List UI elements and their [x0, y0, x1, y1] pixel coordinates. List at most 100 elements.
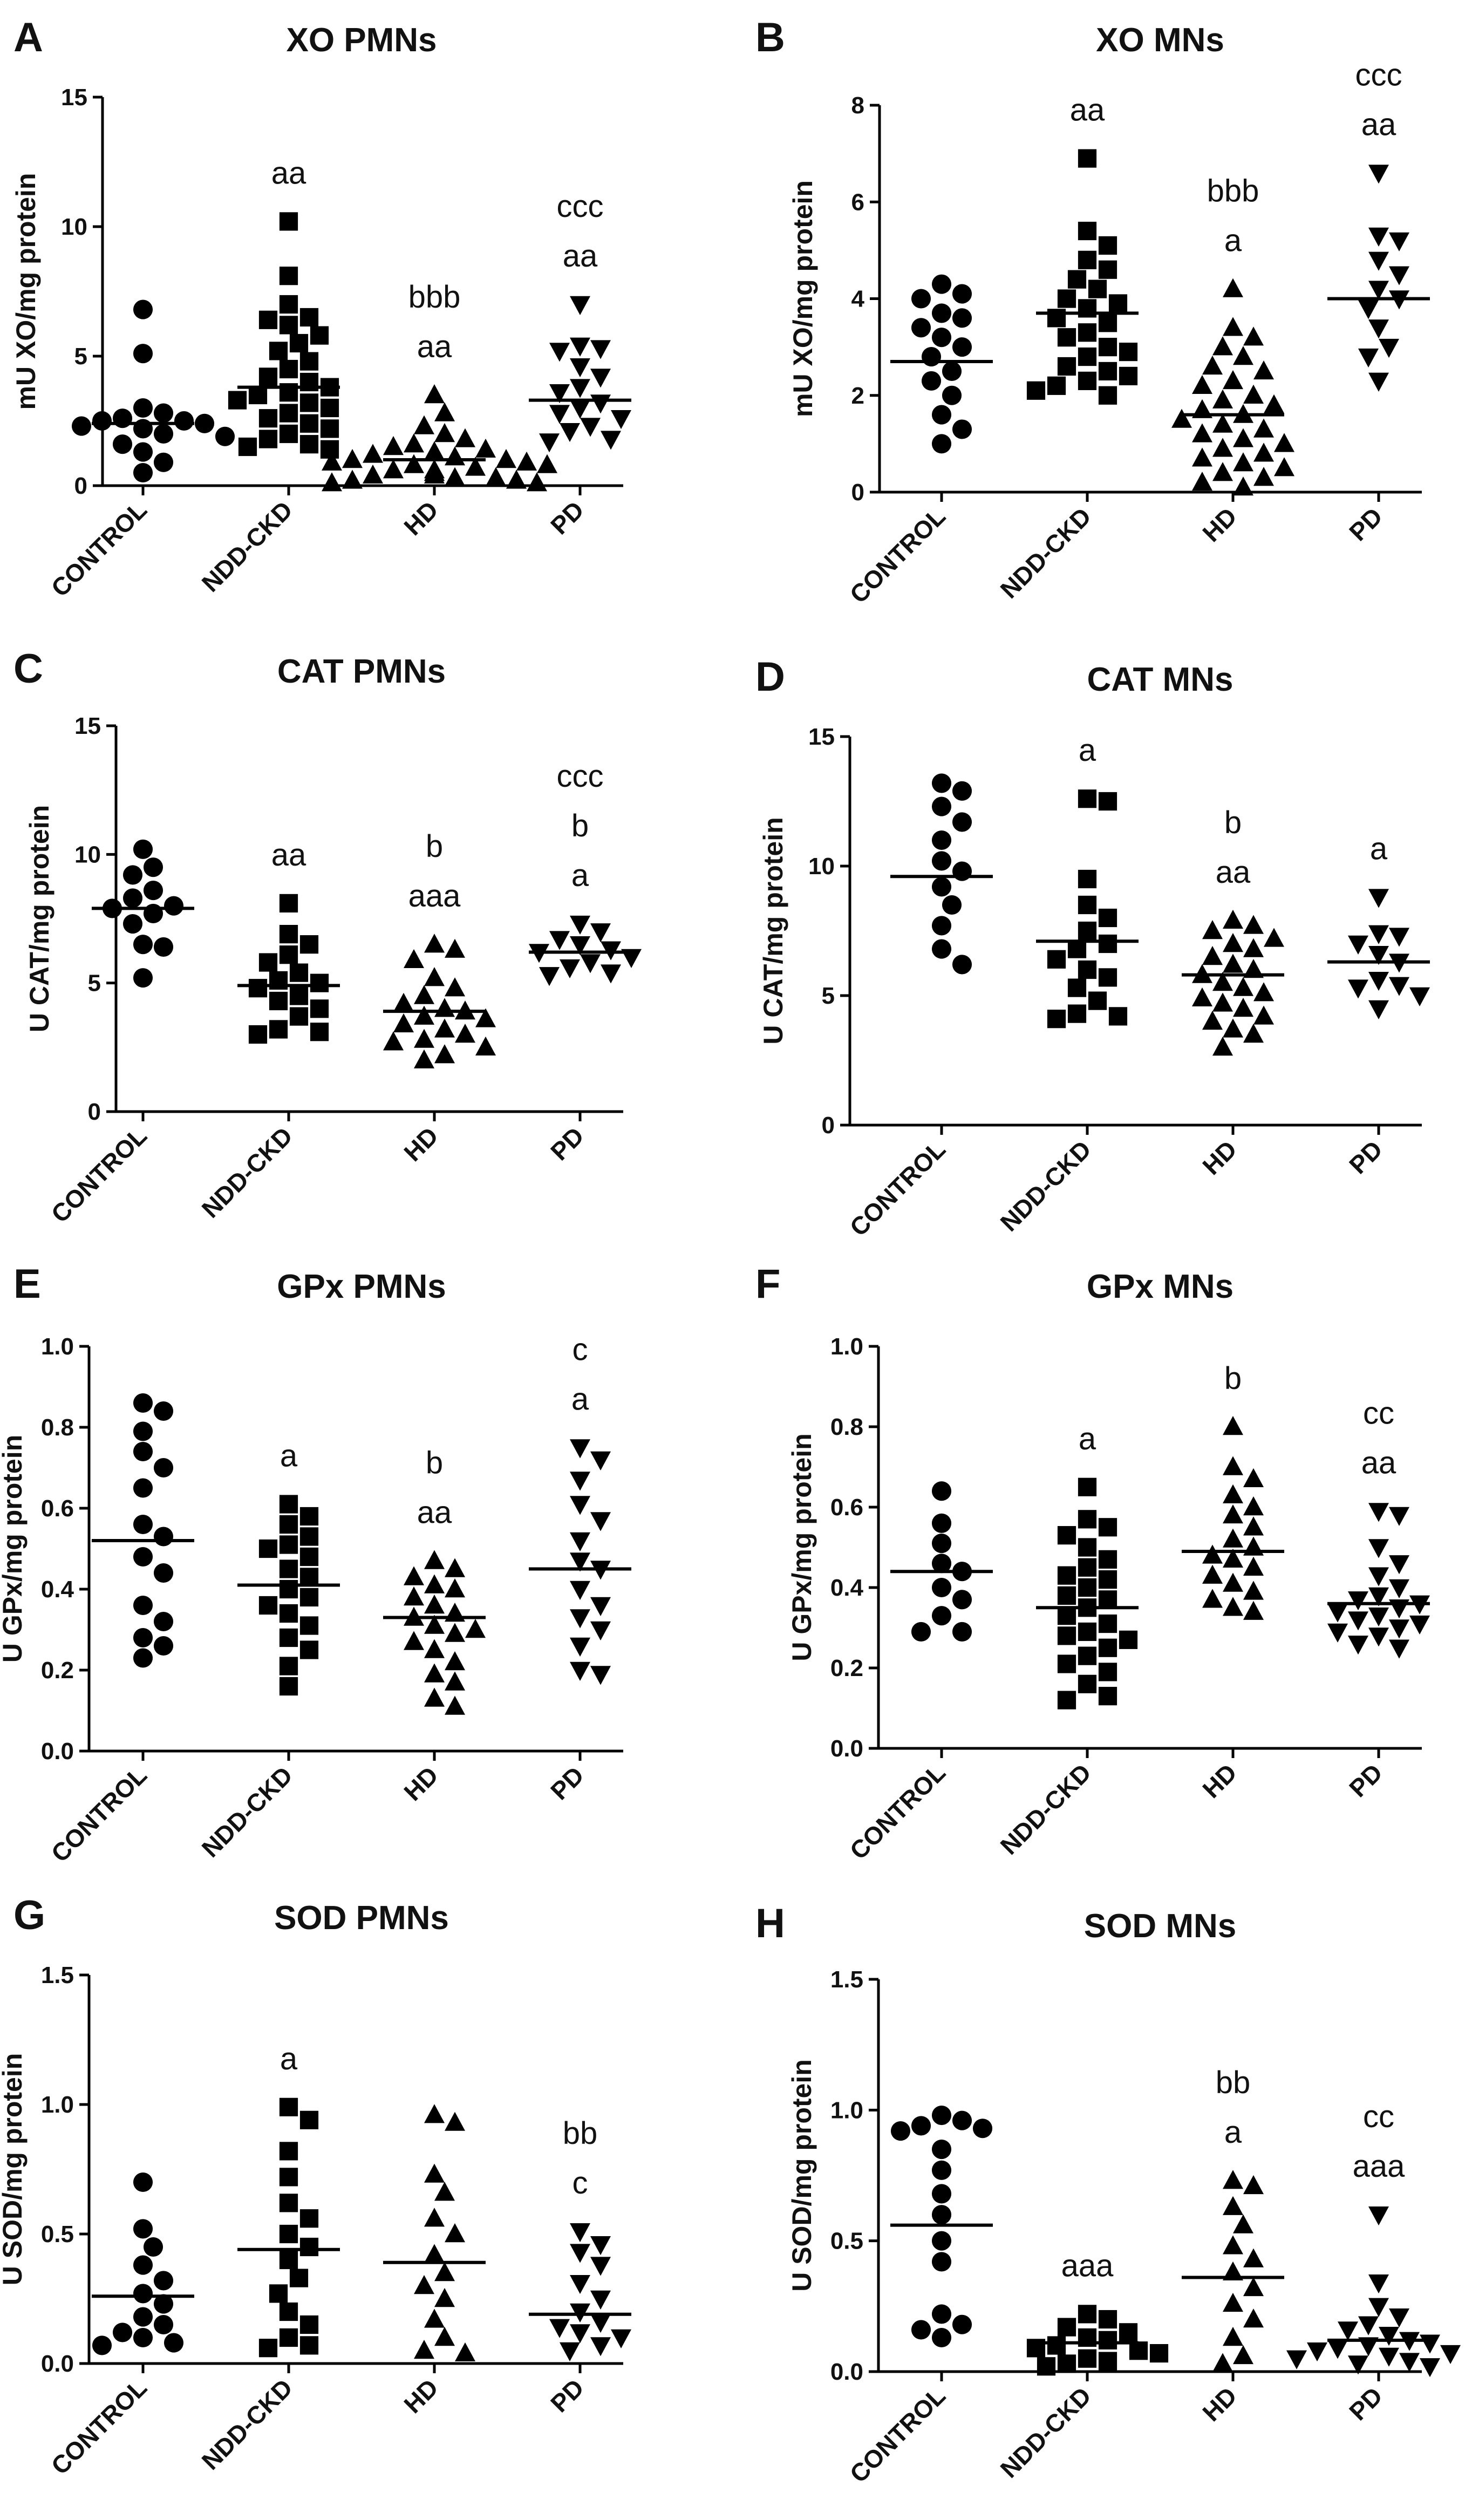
x-tick-label: PD [1344, 1135, 1388, 1179]
data-point [299, 1527, 319, 1546]
data-point [1368, 372, 1389, 392]
y-tick-label: 0.5 [830, 2228, 863, 2255]
data-point [143, 903, 163, 924]
data-point [248, 385, 268, 405]
data-point [1067, 270, 1087, 289]
data-point [1223, 1504, 1243, 1524]
data-point [445, 1558, 465, 1577]
data-point [299, 435, 319, 454]
significance-label: c [573, 2165, 588, 2201]
data-point [1202, 1011, 1223, 1030]
y-axis-label: U CAT/mg protein [24, 805, 54, 1032]
data-point [279, 1604, 298, 1623]
y-axis-label: U GPx/mg protein [787, 1433, 817, 1661]
data-point [299, 2336, 319, 2355]
data-point [1243, 1516, 1264, 1536]
data-point [133, 2284, 153, 2304]
data-point [1358, 300, 1379, 319]
data-point [1440, 2345, 1461, 2365]
data-point [1368, 2274, 1389, 2294]
y-axis-label: mU XO/mg protein [11, 173, 41, 410]
data-point [1078, 789, 1097, 808]
significance-label: aa [271, 837, 306, 873]
data-point [590, 1512, 611, 1531]
data-point [942, 385, 962, 405]
data-point [133, 1421, 153, 1441]
data-point [952, 284, 972, 304]
data-point [1119, 2323, 1138, 2342]
data-point [112, 434, 133, 454]
data-point [279, 2328, 298, 2347]
data-point [549, 343, 570, 362]
data-point [153, 2271, 174, 2291]
y-tick-label: 0.6 [41, 1495, 74, 1522]
data-point [424, 441, 445, 460]
data-point [590, 1621, 611, 1640]
y-tick-label: 0.5 [41, 2221, 74, 2247]
y-tick-label: 1.0 [830, 2097, 863, 2123]
data-point [921, 347, 942, 367]
y-tick-label: 15 [808, 724, 835, 750]
significance-label: aa [1070, 93, 1105, 128]
data-point [1098, 260, 1117, 279]
data-point [1420, 2334, 1440, 2354]
data-point [1047, 376, 1066, 395]
data-point [1098, 2310, 1117, 2329]
data-point [1368, 946, 1389, 965]
data-point [931, 877, 952, 897]
data-point [1098, 1638, 1117, 1657]
significance-label: bb [1216, 2065, 1251, 2100]
data-point [1078, 299, 1097, 318]
data-point [1202, 1544, 1223, 1564]
data-point [1202, 946, 1223, 965]
data-point [465, 457, 486, 476]
data-point [1233, 476, 1253, 496]
significance-label: aa [1216, 855, 1251, 890]
data-point [289, 333, 309, 353]
data-point [455, 428, 475, 447]
data-point [153, 424, 174, 444]
x-tick-label: NDD-CKD [995, 1758, 1097, 1860]
y-tick-label: 0.2 [41, 1657, 74, 1684]
x-tick-label: HD [1197, 1758, 1242, 1803]
y-tick-label: 0.0 [830, 1735, 863, 1762]
data-point [1274, 433, 1294, 452]
data-point [931, 1513, 952, 1533]
data-point [445, 1578, 465, 1598]
data-point [590, 369, 611, 388]
x-tick-label: CONTROL [45, 1121, 152, 1228]
data-point [1368, 925, 1389, 944]
data-point [931, 2304, 952, 2324]
data-point [238, 437, 257, 457]
data-point [931, 1481, 952, 1501]
data-point [590, 2314, 611, 2333]
data-point [133, 2219, 153, 2239]
data-point [153, 1563, 174, 1583]
y-axis-label: U CAT/mg protein [758, 817, 788, 1044]
data-point [1223, 909, 1243, 929]
data-point [258, 2339, 278, 2358]
data-point [1212, 972, 1233, 991]
data-point [279, 2142, 298, 2161]
y-tick-label: 1.5 [830, 1966, 863, 1993]
y-tick-label: 0.0 [830, 2359, 863, 2385]
data-point [434, 998, 455, 1017]
data-point [279, 404, 298, 423]
data-point [1223, 370, 1243, 390]
data-point [590, 2236, 611, 2256]
data-point [424, 934, 445, 953]
significance-label: a [280, 1439, 298, 1474]
data-point [1078, 960, 1097, 979]
data-point [279, 925, 298, 944]
y-tick-label: 0.4 [41, 1576, 74, 1603]
y-axis-label: U SOD/mg protein [0, 2053, 28, 2286]
data-point [424, 1595, 445, 1614]
data-point [1243, 915, 1264, 934]
data-point [1420, 2358, 1440, 2378]
data-point [445, 1671, 465, 1691]
data-point [1243, 1496, 1264, 1516]
data-point [279, 359, 298, 379]
data-point [527, 472, 547, 492]
data-point [163, 896, 184, 916]
panel-title: SOD PMNs [274, 1899, 449, 1937]
